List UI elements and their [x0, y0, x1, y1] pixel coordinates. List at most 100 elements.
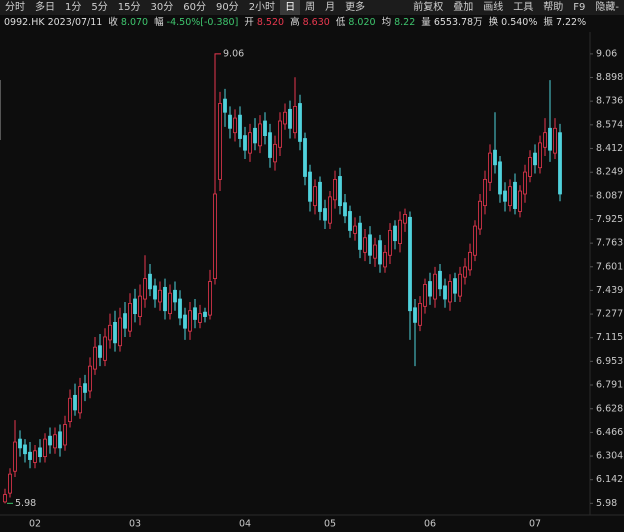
candle-body [413, 307, 417, 323]
label: 换 [488, 17, 499, 28]
candle-body [48, 435, 52, 446]
label: 收 [108, 17, 118, 28]
y-tick-label: 7.763 [596, 238, 623, 249]
candle-body [383, 251, 387, 268]
candle-body [103, 336, 107, 361]
period-tab[interactable]: 更多 [345, 2, 366, 13]
toolbar: 分时 多日 1分 5分 15分 30分 60分 90分 2小时日周月更多 前复权 叠加 画线 工具 帮助… [0, 0, 624, 15]
candle-body [228, 114, 232, 129]
y-tick-label: 7.277 [596, 309, 623, 320]
y-tick-label: 8.249 [596, 167, 623, 178]
candle-body [173, 289, 177, 303]
candle-body [183, 314, 187, 329]
period-tab[interactable]: 月 [325, 2, 336, 13]
candle-body [213, 193, 217, 280]
candle-body [198, 313, 202, 323]
candle-body [473, 225, 477, 256]
y-tick-label: 8.412 [596, 143, 623, 154]
period-tab[interactable]: 15分 [117, 2, 141, 13]
candle-body [538, 142, 542, 169]
candle-body [38, 447, 42, 458]
tool-button[interactable]: 隐藏- [595, 2, 619, 13]
period-tab[interactable]: 日 [280, 0, 301, 15]
candle-body [468, 251, 472, 271]
value: 6553.78万 [433, 17, 483, 28]
candle-body [543, 132, 547, 148]
candle-body [343, 202, 347, 217]
candle-body [188, 310, 192, 332]
candle-body [278, 120, 282, 148]
tool-button[interactable]: 帮助 [543, 2, 564, 13]
candle-body [513, 181, 517, 209]
value: 7.22% [555, 17, 587, 28]
candle-body [338, 176, 342, 207]
period-tab[interactable]: 分时 [5, 2, 25, 13]
candle-body [73, 394, 77, 411]
candle-body [318, 181, 322, 212]
candle-body [108, 324, 112, 341]
candle-body [153, 285, 157, 300]
y-tick-label: 8.087 [596, 190, 623, 201]
candle-body [518, 190, 522, 212]
candle-body [53, 434, 57, 449]
candle-body [288, 108, 292, 129]
tool-button[interactable]: F9 [573, 2, 586, 13]
candle-body [553, 127, 557, 154]
candle-body [358, 222, 362, 250]
y-tick-label: 6.142 [596, 474, 623, 485]
period-tab[interactable]: 60分 [183, 2, 206, 13]
candle-body [168, 292, 172, 315]
period-tab[interactable]: 1分 [65, 2, 82, 13]
label: 低 [335, 17, 346, 28]
candle-body [83, 383, 87, 393]
candle-body [43, 438, 47, 458]
tool-button[interactable]: 前复权 [413, 2, 444, 13]
label: 幅 [154, 17, 164, 28]
x-tick-label: 04 [239, 519, 251, 530]
candle-body [208, 281, 212, 316]
candle-body [533, 152, 537, 166]
candle-body [433, 273, 437, 300]
y-tick-label: 7.115 [596, 332, 623, 343]
candle-body [78, 386, 82, 414]
period-tab[interactable]: 5分 [91, 2, 108, 13]
value: 8.630 [302, 17, 330, 28]
y-tick-label: 5.98 [596, 498, 617, 509]
candle-body [163, 286, 167, 312]
candle-body [323, 208, 327, 221]
candle-body [113, 321, 117, 344]
candle-body [523, 171, 527, 195]
candle-body [13, 441, 17, 472]
candle-body [478, 200, 482, 230]
max-marker-label: 9.06 [223, 48, 244, 59]
tool-button[interactable]: 工具 [513, 2, 534, 13]
candle-body [503, 190, 507, 202]
candle-body [363, 237, 367, 253]
label: 量 [421, 17, 431, 28]
period-tab[interactable]: 30分 [150, 2, 174, 13]
candle-body [268, 132, 272, 158]
candle-body [248, 132, 252, 154]
period-tab[interactable]: 多日 [35, 2, 55, 13]
candle-body [93, 346, 97, 370]
candle-body [353, 225, 357, 234]
period-tab[interactable]: 90分 [215, 2, 239, 13]
tool-button[interactable]: 叠加 [453, 2, 474, 13]
candle-body [218, 103, 222, 180]
candle-body [458, 273, 462, 297]
y-tick-label: 6.628 [596, 403, 623, 414]
candle-body [23, 444, 27, 455]
candle-body [148, 273, 152, 290]
period-tab[interactable]: 2小时 [248, 2, 276, 13]
candle-body [273, 143, 277, 163]
period-tab[interactable]: 周 [305, 2, 316, 13]
y-tick-label: 8.736 [596, 96, 623, 107]
candle-body [143, 278, 147, 300]
y-tick-label: 6.953 [596, 356, 623, 367]
candle-body [303, 138, 307, 177]
tool-button[interactable]: 画线 [483, 2, 504, 13]
tool-menu: 前复权 叠加 画线 工具 帮助 F9 隐藏- [408, 0, 624, 15]
candle-body [548, 127, 552, 151]
y-tick-label: 9.06 [596, 48, 617, 59]
